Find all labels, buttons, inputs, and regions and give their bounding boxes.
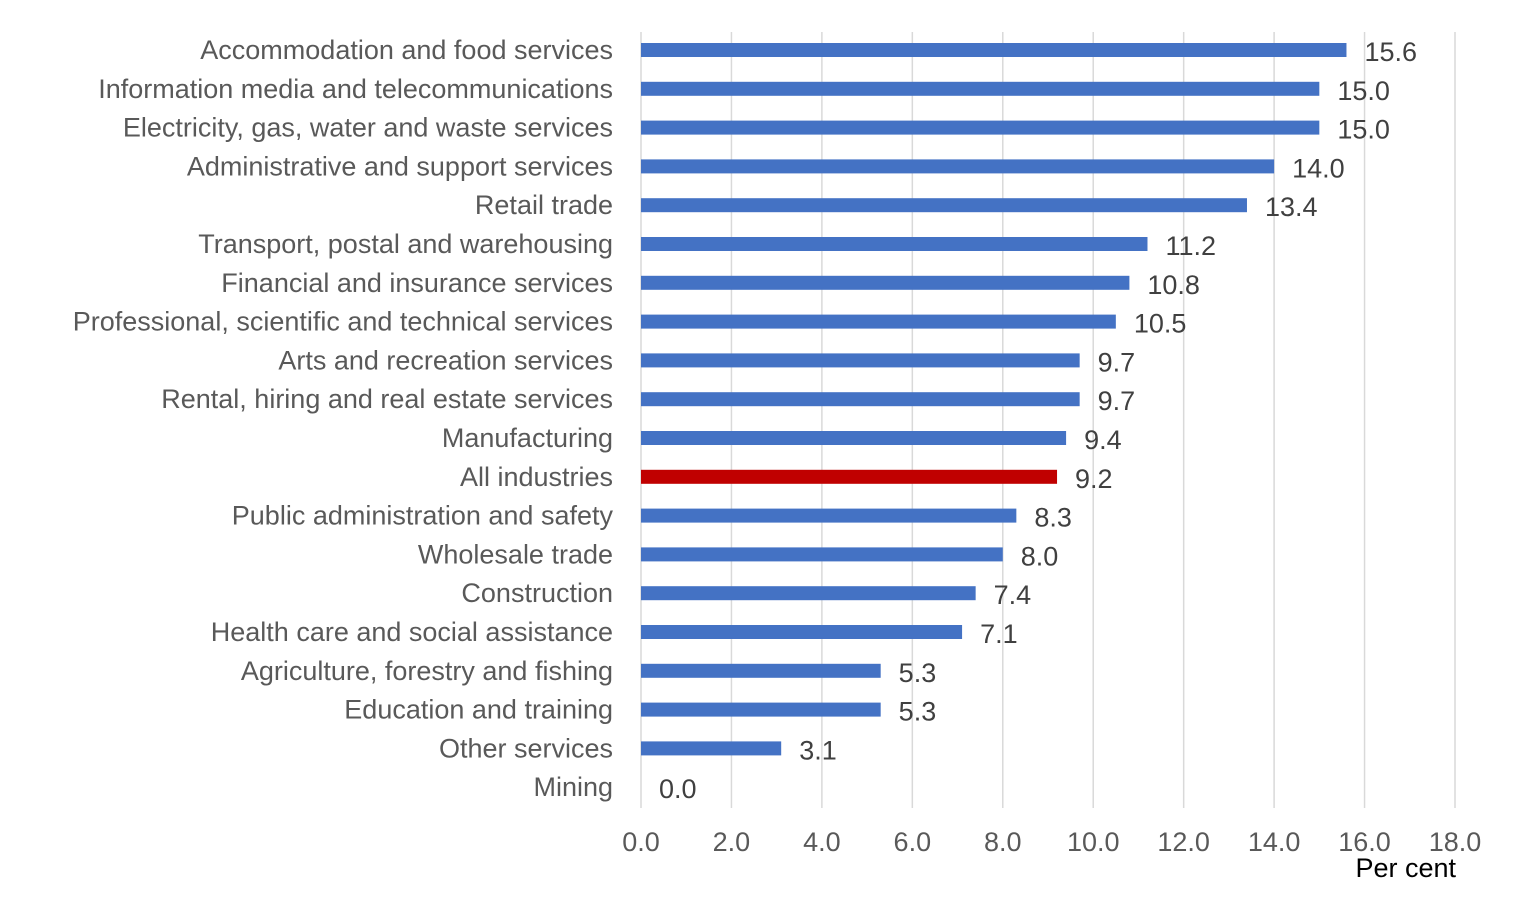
- data-label: 10.8: [1147, 270, 1200, 300]
- x-tick-label: 10.0: [1067, 827, 1120, 857]
- category-label: Transport, postal and warehousing: [198, 229, 613, 259]
- category-label: Retail trade: [475, 190, 613, 220]
- data-label: 0.0: [659, 774, 697, 804]
- bar: [641, 586, 976, 601]
- x-tick-label: 2.0: [713, 827, 751, 857]
- data-label: 15.0: [1337, 76, 1390, 106]
- data-label: 9.2: [1075, 464, 1113, 494]
- category-label: Mining: [533, 772, 613, 802]
- bar: [641, 237, 1148, 251]
- data-label: 14.0: [1292, 153, 1345, 183]
- bar: [641, 120, 1320, 135]
- category-label: Professional, scientific and technical s…: [73, 307, 613, 337]
- category-label: Electricity, gas, water and waste servic…: [123, 113, 613, 143]
- data-label: 3.1: [799, 735, 837, 765]
- bar: [641, 663, 881, 678]
- bar: [641, 431, 1067, 445]
- bar: [641, 392, 1080, 407]
- category-label: Arts and recreation services: [278, 345, 613, 375]
- x-tick-label: 4.0: [803, 827, 841, 857]
- category-label: Public administration and safety: [232, 501, 614, 531]
- bar: [641, 314, 1116, 329]
- bar: [641, 353, 1080, 368]
- x-tick-label: 6.0: [894, 827, 932, 857]
- data-label: 9.7: [1098, 386, 1136, 416]
- data-label: 15.6: [1364, 37, 1417, 67]
- data-label: 11.2: [1165, 231, 1216, 261]
- data-label: 7.4: [994, 580, 1032, 610]
- x-tick-label: 18.0: [1429, 827, 1482, 857]
- x-tick-label: 16.0: [1338, 827, 1391, 857]
- data-label: 5.3: [899, 658, 937, 688]
- bar: [641, 625, 963, 639]
- bar: [641, 275, 1130, 290]
- x-tick-label: 0.0: [622, 827, 660, 857]
- bar: [641, 81, 1320, 96]
- gridlines: [640, 32, 1456, 808]
- data-label: 13.4: [1265, 192, 1318, 222]
- category-label: Accommodation and food services: [200, 35, 613, 65]
- bar-highlight: [641, 469, 1058, 484]
- x-tick-label: 8.0: [984, 827, 1022, 857]
- category-label: All industries: [460, 462, 613, 492]
- bar: [641, 547, 1003, 562]
- data-label: 9.7: [1098, 347, 1136, 377]
- x-axis-title: Per cent: [1355, 853, 1456, 883]
- data-label: 7.1: [980, 619, 1018, 649]
- data-label: 8.3: [1034, 503, 1072, 533]
- category-label: Rental, hiring and real estate services: [161, 384, 613, 414]
- category-label: Wholesale trade: [418, 539, 613, 569]
- data-label: 5.3: [899, 697, 937, 727]
- bar: [641, 741, 782, 756]
- bars: [641, 43, 1347, 756]
- category-label: Education and training: [344, 695, 613, 725]
- category-labels: Accommodation and food services Informati…: [73, 35, 614, 802]
- category-label: Manufacturing: [442, 423, 613, 453]
- bar: [641, 159, 1275, 174]
- category-label: Health care and social assistance: [211, 617, 613, 647]
- x-tick-label: 12.0: [1157, 827, 1210, 857]
- value-labels: 15.6 15.0 15.0 14.0 13.4 11.2 10.8 10.5 9.7 9.7 9.…: [659, 37, 1417, 804]
- data-label: 8.0: [1021, 541, 1059, 571]
- category-label: Construction: [461, 578, 613, 608]
- bar: [641, 43, 1347, 57]
- bar: [641, 198, 1247, 213]
- bar: [641, 702, 881, 717]
- x-axis-ticks: 0.0 2.0 4.0 6.0 8.0 10.0 12.0 14.0 16.0 18.0: [622, 827, 1481, 857]
- x-tick-label: 14.0: [1248, 827, 1301, 857]
- category-label: Agriculture, forestry and fishing: [241, 656, 613, 686]
- category-label: Other services: [439, 733, 613, 763]
- data-label: 10.5: [1134, 309, 1187, 339]
- category-label: Financial and insurance services: [221, 268, 613, 298]
- data-label: 9.4: [1084, 425, 1122, 455]
- category-label: Administrative and support services: [187, 151, 613, 181]
- category-label: Information media and telecommunications: [98, 74, 613, 104]
- bar: [641, 508, 1017, 523]
- data-label: 15.0: [1337, 115, 1390, 145]
